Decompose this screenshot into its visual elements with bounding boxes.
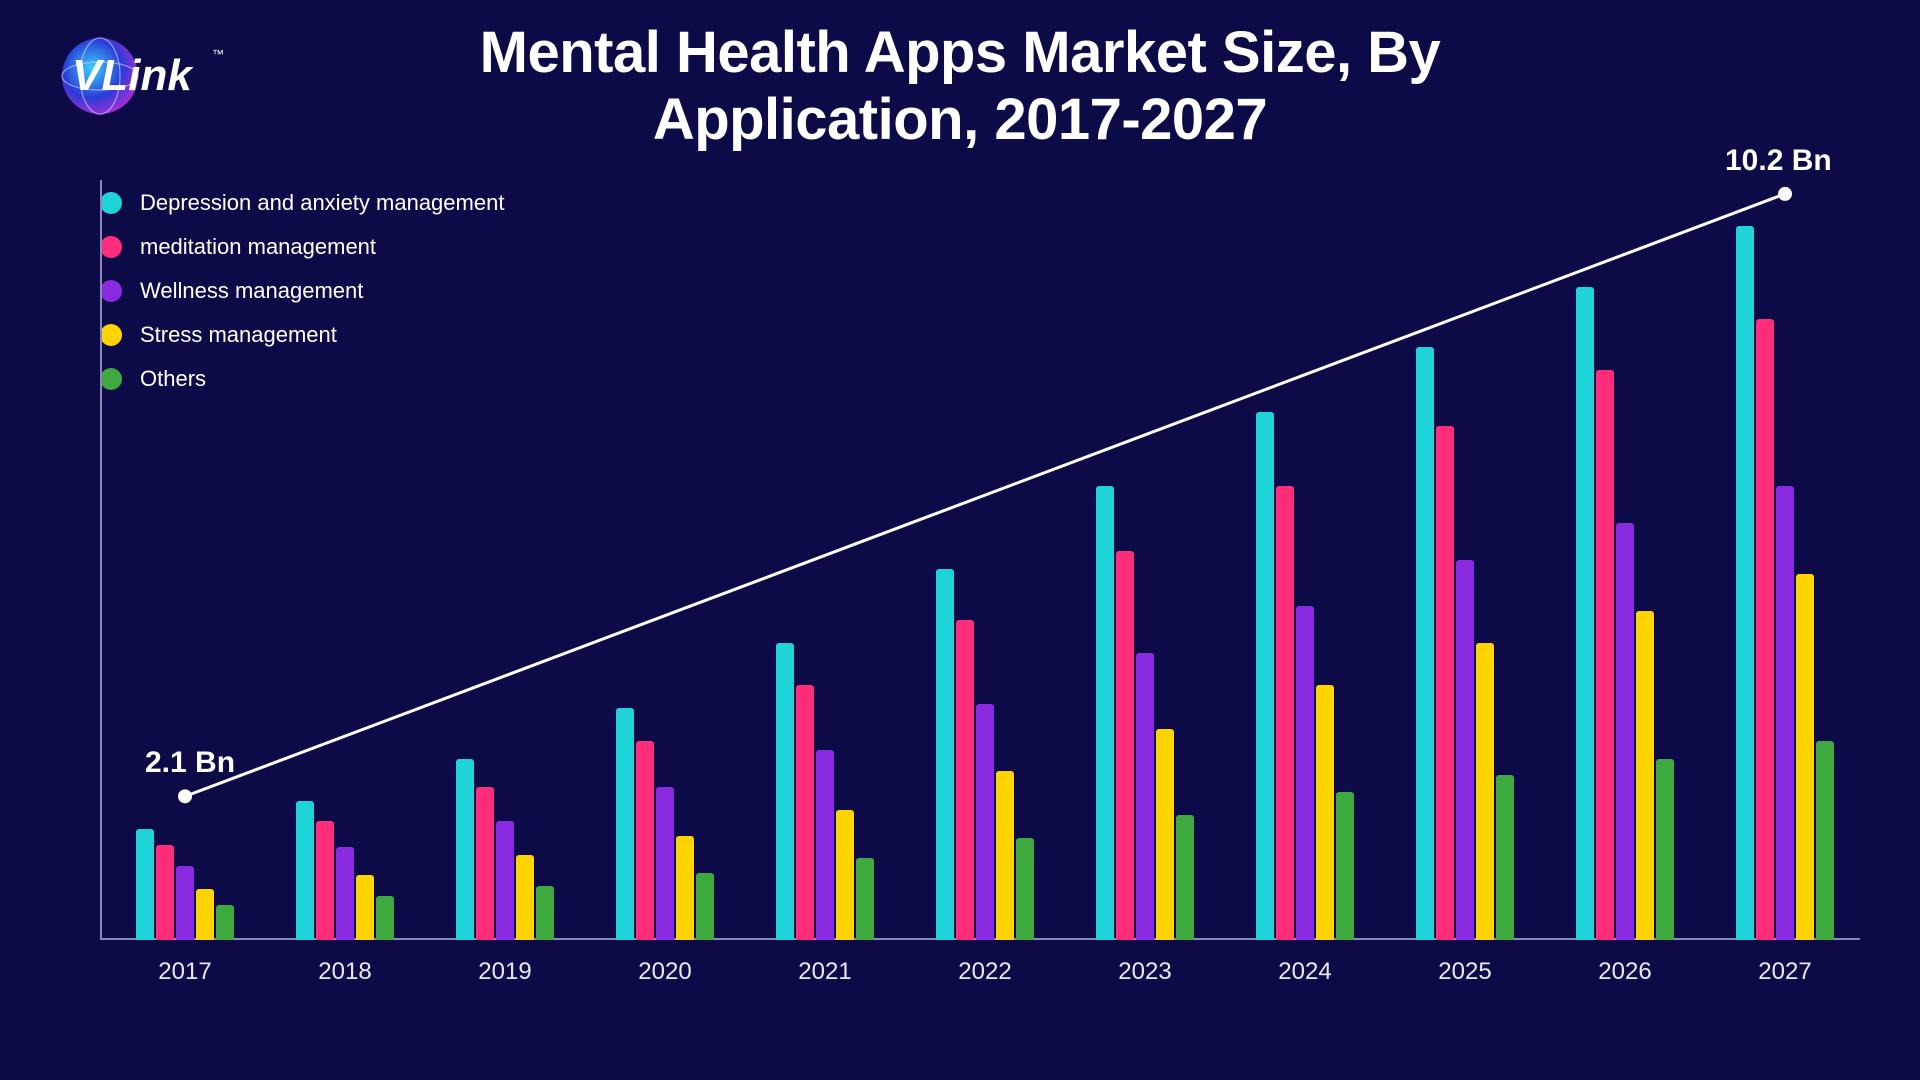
- bar: [1316, 685, 1334, 940]
- bar: [1276, 486, 1294, 940]
- bar: [936, 569, 954, 940]
- bar-group: [1256, 412, 1354, 940]
- bar: [956, 620, 974, 940]
- bar: [816, 750, 834, 940]
- bar: [196, 889, 214, 940]
- bar: [996, 771, 1014, 940]
- x-axis-label: 2021: [798, 958, 851, 986]
- bar: [836, 810, 854, 940]
- bar: [1616, 523, 1634, 940]
- plot-area: 2017201820192020202120222023202420252026…: [100, 180, 1860, 940]
- title-line-1: Mental Health Apps Market Size, By: [480, 20, 1441, 85]
- bar: [1116, 551, 1134, 940]
- bar: [1096, 486, 1114, 940]
- bar: [636, 741, 654, 940]
- bar: [1816, 741, 1834, 940]
- bar-group: [936, 569, 1034, 940]
- bar: [1456, 560, 1474, 940]
- bar: [976, 704, 994, 940]
- bar: [696, 873, 714, 940]
- bar: [1336, 792, 1354, 940]
- bar: [376, 896, 394, 940]
- bar-group: [1416, 347, 1514, 940]
- bar-group: [776, 643, 874, 940]
- bar: [516, 855, 534, 940]
- bar-group: [296, 801, 394, 940]
- x-axis-label: 2026: [1598, 958, 1651, 986]
- bar-group: [456, 759, 554, 940]
- bar: [1296, 606, 1314, 940]
- x-axis-label: 2019: [478, 958, 531, 986]
- bar: [1736, 226, 1754, 940]
- bar: [316, 821, 334, 940]
- bar: [216, 905, 234, 940]
- bar: [456, 759, 474, 940]
- bar: [156, 845, 174, 940]
- bar: [1176, 815, 1194, 940]
- x-axis-label: 2023: [1118, 958, 1171, 986]
- bar: [856, 858, 874, 940]
- bar: [1496, 775, 1514, 940]
- bar: [1476, 643, 1494, 940]
- bar-group: [136, 829, 234, 940]
- bar: [1656, 759, 1674, 940]
- y-axis: [100, 180, 102, 940]
- bar: [1576, 287, 1594, 940]
- bar: [496, 821, 514, 940]
- bar: [616, 708, 634, 940]
- bar: [776, 643, 794, 940]
- trend-start-label: 2.1 Bn: [145, 746, 235, 780]
- title-line-2: Application, 2017-2027: [653, 87, 1267, 152]
- bar: [296, 801, 314, 940]
- bar: [1016, 838, 1034, 940]
- trend-end-label: 10.2 Bn: [1725, 144, 1832, 178]
- bar: [1256, 412, 1274, 940]
- x-axis-label: 2018: [318, 958, 371, 986]
- bar: [536, 886, 554, 940]
- bar: [1756, 319, 1774, 940]
- bar: [476, 787, 494, 940]
- x-axis-label: 2025: [1438, 958, 1491, 986]
- bar: [336, 847, 354, 940]
- bar: [136, 829, 154, 940]
- x-axis-label: 2020: [638, 958, 691, 986]
- chart-title: Mental Health Apps Market Size, By Appli…: [0, 20, 1920, 153]
- bar-group: [1736, 226, 1834, 940]
- bar: [656, 787, 674, 940]
- x-axis-label: 2022: [958, 958, 1011, 986]
- chart-area: 2017201820192020202120222023202420252026…: [100, 180, 1860, 940]
- x-axis-label: 2017: [158, 958, 211, 986]
- bar: [176, 866, 194, 940]
- bar: [1796, 574, 1814, 940]
- bar: [1636, 611, 1654, 940]
- x-axis-label: 2027: [1758, 958, 1811, 986]
- x-axis-label: 2024: [1278, 958, 1331, 986]
- bar: [1416, 347, 1434, 940]
- bar: [676, 836, 694, 940]
- bar: [356, 875, 374, 940]
- bar-group: [1096, 486, 1194, 940]
- bar: [1776, 486, 1794, 940]
- bar-group: [616, 708, 714, 940]
- bar: [1156, 729, 1174, 940]
- bar: [796, 685, 814, 940]
- bar-group: [1576, 287, 1674, 940]
- bar: [1436, 426, 1454, 940]
- bar: [1596, 370, 1614, 940]
- bar: [1136, 653, 1154, 940]
